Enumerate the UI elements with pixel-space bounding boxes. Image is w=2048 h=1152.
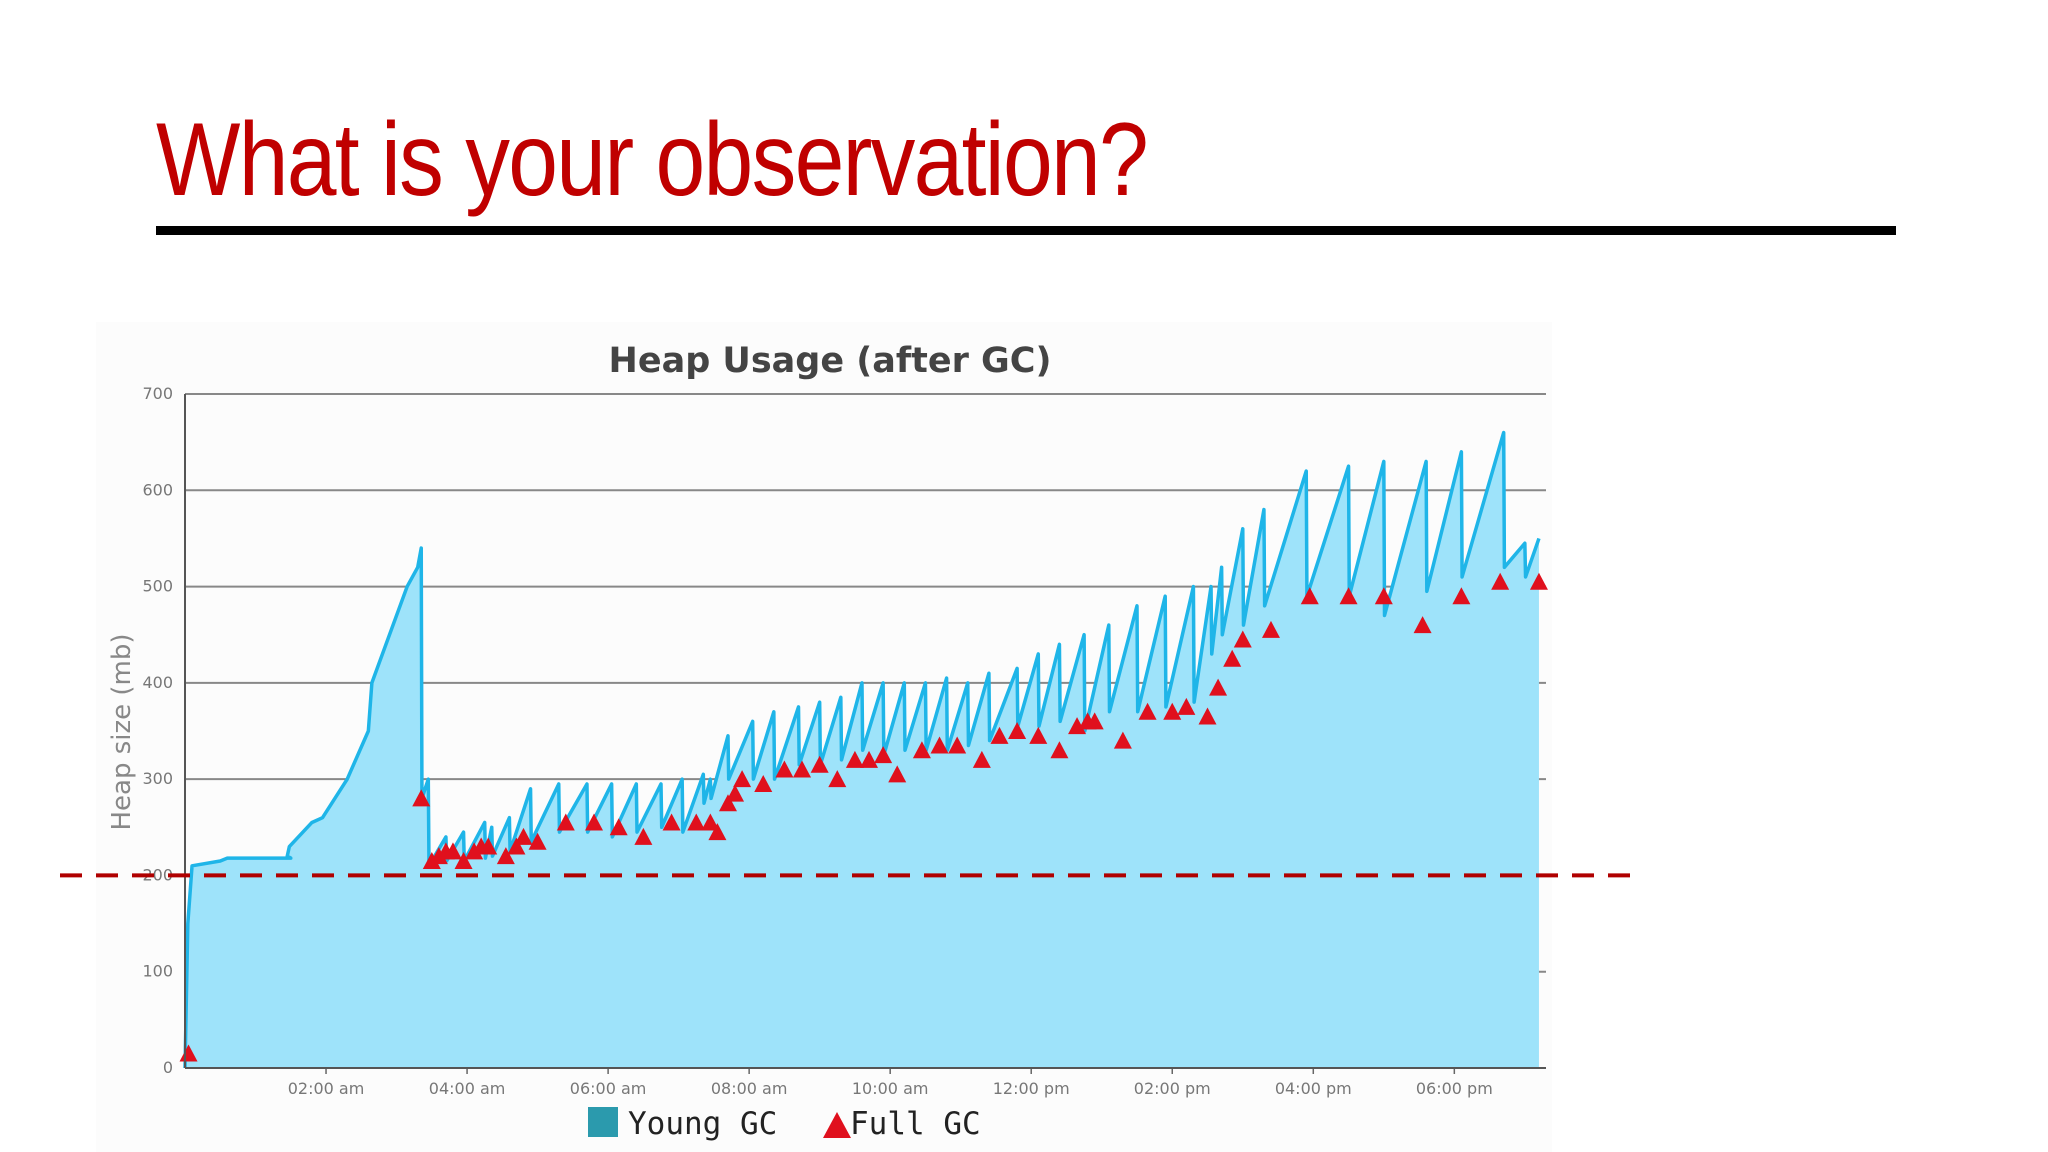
full-gc-marker <box>972 750 991 768</box>
y-tick-label: 600 <box>142 480 173 499</box>
full-gc-marker <box>556 813 575 831</box>
full-gc-marker <box>1261 620 1280 638</box>
y-tick-label: 400 <box>142 673 173 692</box>
full-gc-marker <box>1529 572 1548 590</box>
full-gc-marker <box>912 741 931 759</box>
x-tick-label: 12:00 pm <box>993 1079 1070 1098</box>
x-tick-label: 06:00 am <box>570 1079 647 1098</box>
chart-title: Heap Usage (after GC) <box>609 341 1052 381</box>
full-gc-marker <box>1008 722 1027 739</box>
full-gc-marker <box>609 818 628 836</box>
full-gc-marker <box>874 746 893 764</box>
x-tick-label: 04:00 pm <box>1275 1079 1352 1098</box>
y-tick-label: 300 <box>142 769 173 788</box>
full-gc-marker <box>507 837 526 855</box>
young-gc-area <box>183 430 1541 1069</box>
full-gc-marker <box>754 774 773 792</box>
full-gc-marker <box>412 789 431 807</box>
full-gc-marker <box>701 813 720 831</box>
full-gc-marker <box>1491 572 1510 590</box>
y-tick-label: 0 <box>163 1058 173 1077</box>
full-gc-marker <box>828 770 847 788</box>
full-gc-marker <box>1177 697 1196 715</box>
full-gc-marker <box>1198 707 1217 725</box>
full-gc-marker <box>429 847 448 865</box>
full-gc-marker <box>793 760 812 778</box>
full-gc-marker <box>496 847 515 865</box>
full-gc-marker <box>422 851 441 869</box>
full-gc-marker <box>810 755 829 773</box>
y-tick-label: 100 <box>142 962 173 981</box>
legend-young-gc-label: Young GC <box>628 1106 777 1142</box>
full-gc-marker <box>585 813 604 831</box>
full-gc-marker <box>775 760 794 778</box>
full-gc-marker <box>1223 649 1242 667</box>
full-gc-marker <box>514 827 533 845</box>
full-gc-marker <box>990 726 1009 744</box>
y-tick-label: 200 <box>142 865 173 884</box>
full-gc-marker <box>662 813 681 831</box>
chart-legend: Young GC Full GC <box>588 1106 981 1142</box>
axes: 0 100 200 300 400 500 600 700 02:00 am 04:00 am 06… <box>142 384 1546 1098</box>
full-gc-marker <box>1113 731 1132 749</box>
full-gc-marker <box>1085 712 1104 730</box>
full-gc-marker <box>634 827 653 845</box>
full-gc-marker <box>1452 587 1471 605</box>
full-gc-marker <box>479 837 498 855</box>
full-gc-marker <box>1029 726 1048 744</box>
full-gc-marker <box>528 832 547 850</box>
x-tick-label: 06:00 pm <box>1416 1079 1493 1098</box>
full-gc-marker <box>1138 702 1157 720</box>
full-gc-marker <box>443 842 462 860</box>
full-gc-marker <box>1233 630 1252 648</box>
legend-young-gc-swatch <box>588 1107 618 1137</box>
full-gc-marker <box>687 813 706 831</box>
full-gc-marker <box>733 770 752 788</box>
x-tick-label: 10:00 am <box>852 1079 929 1098</box>
y-tick-label: 700 <box>142 384 173 403</box>
full-gc-marker <box>948 736 967 754</box>
full-gc-marker <box>860 750 879 768</box>
full-gc-marker <box>1209 678 1228 696</box>
title-underline <box>156 226 1896 235</box>
x-tick-label: 08:00 am <box>711 1079 788 1098</box>
full-gc-marker <box>845 750 864 768</box>
heap-usage-chart: Heap Usage (after GC) Heap size (mb) 0 10… <box>60 341 1641 1142</box>
chart-panel: Heap Usage (after GC) Heap size (mb) 0 10… <box>60 322 1641 1152</box>
full-gc-marker <box>708 823 727 841</box>
full-gc-marker <box>1374 587 1393 605</box>
full-gc-marker <box>1163 702 1182 720</box>
full-gc-marker <box>1339 587 1358 605</box>
full-gc-marker <box>454 851 473 869</box>
slide-title: What is your observation? <box>156 102 1149 218</box>
y-tick-label: 500 <box>142 577 173 596</box>
full-gc-marker <box>726 784 745 802</box>
full-gc-marker <box>1068 717 1087 735</box>
full-gc-marker <box>718 794 737 812</box>
legend-full-gc-label: Full GC <box>850 1106 981 1142</box>
full-gc-marker <box>465 842 484 860</box>
full-gc-marker <box>1413 616 1432 634</box>
full-gc-markers <box>179 572 1548 1062</box>
full-gc-marker <box>1050 741 1069 759</box>
x-tick-label: 02:00 pm <box>1134 1079 1211 1098</box>
x-tick-label: 02:00 am <box>288 1079 365 1098</box>
x-tick-label: 04:00 am <box>429 1079 506 1098</box>
full-gc-marker <box>888 765 907 783</box>
full-gc-marker <box>1300 587 1319 605</box>
y-axis-label: Heap size (mb) <box>107 633 137 830</box>
legend-full-gc-marker <box>823 1112 851 1138</box>
full-gc-marker <box>930 736 949 754</box>
